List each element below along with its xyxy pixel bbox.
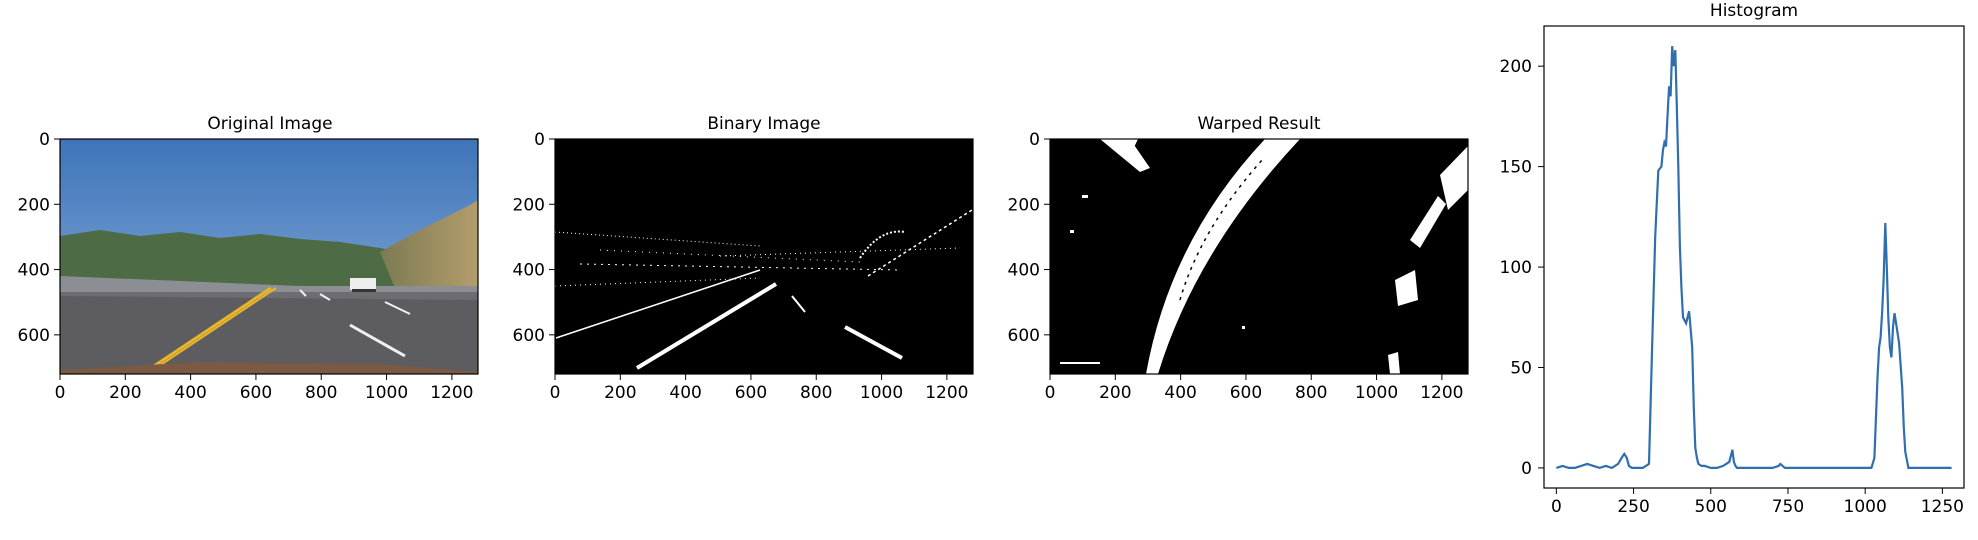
y-tick-label: 400 — [1008, 261, 1040, 281]
x-tick-label: 200 — [1099, 383, 1131, 403]
x-tick-label: 1000 — [1844, 497, 1887, 517]
y-tick-label: 0 — [1521, 459, 1532, 479]
panel-title-histogram: Histogram — [1710, 1, 1798, 21]
x-tick-label: 600 — [240, 383, 272, 403]
y-tick-label: 200 — [1008, 195, 1040, 215]
x-tick-label: 1200 — [430, 383, 473, 403]
y-tick-label: 150 — [1500, 158, 1532, 178]
x-axis-ticks: 0 250 500 750 1000 1250 — [1551, 488, 1964, 517]
x-tick-label: 200 — [604, 383, 636, 403]
panel-binary-image: Binary Image 0 200 400 600 800 1000 1200 0 200 4… — [513, 114, 974, 403]
y-tick-label: 200 — [513, 195, 545, 215]
y-tick-label: 600 — [513, 326, 545, 346]
y-tick-label: 0 — [534, 130, 545, 150]
x-tick-label: 600 — [735, 383, 767, 403]
y-tick-label: 200 — [18, 195, 50, 215]
x-tick-label: 0 — [550, 383, 561, 403]
axes-frame — [59, 138, 479, 375]
y-axis-ticks: 0 200 400 600 — [1008, 130, 1050, 346]
x-tick-label: 750 — [1772, 497, 1804, 517]
panel-warped-result: Warped Result 0 200 400 600 800 1000 1200 0 200… — [1008, 114, 1469, 403]
binary-threshold-image — [554, 139, 973, 374]
x-tick-label: 1000 — [365, 383, 408, 403]
y-tick-label: 600 — [18, 326, 50, 346]
x-tick-label: 1000 — [860, 383, 903, 403]
x-tick-label: 1000 — [1355, 383, 1398, 403]
y-axis-ticks: 0 200 400 600 — [513, 130, 555, 346]
x-tick-label: 250 — [1617, 497, 1649, 517]
y-tick-label: 0 — [1029, 130, 1040, 150]
axes-frame — [1049, 138, 1469, 375]
x-tick-label: 1250 — [1921, 497, 1964, 517]
axes-frame — [554, 138, 974, 375]
panel-title-warped: Warped Result — [1197, 114, 1320, 134]
y-tick-label: 600 — [1008, 326, 1040, 346]
panel-title-binary: Binary Image — [707, 114, 820, 134]
panel-original-image: Original Image 0 200 400 600 800 1000 1200 0 20… — [18, 114, 479, 403]
y-axis-ticks: 0 50 100 150 200 — [1500, 57, 1544, 479]
x-tick-label: 0 — [55, 383, 66, 403]
y-tick-label: 0 — [39, 130, 50, 150]
x-tick-label: 400 — [174, 383, 206, 403]
x-tick-label: 400 — [669, 383, 701, 403]
y-tick-label: 400 — [18, 261, 50, 281]
y-tick-label: 400 — [513, 261, 545, 281]
y-tick-label: 100 — [1500, 258, 1532, 278]
road-photo — [60, 139, 478, 374]
x-tick-label: 1200 — [1420, 383, 1463, 403]
x-tick-label: 800 — [1295, 383, 1327, 403]
axes-frame — [1543, 25, 1965, 489]
x-tick-label: 500 — [1695, 497, 1727, 517]
x-axis-ticks: 0 200 400 600 800 1000 1200 — [55, 374, 474, 403]
series-line — [1556, 46, 1952, 470]
x-tick-label: 400 — [1164, 383, 1196, 403]
x-tick-label: 0 — [1045, 383, 1056, 403]
x-tick-label: 200 — [109, 383, 141, 403]
warped-binary-image — [1050, 139, 1468, 374]
x-tick-label: 1200 — [925, 383, 968, 403]
x-axis-ticks: 0 200 400 600 800 1000 1200 — [1045, 374, 1464, 403]
x-tick-label: 0 — [1551, 497, 1562, 517]
x-tick-label: 600 — [1230, 383, 1262, 403]
x-tick-label: 800 — [800, 383, 832, 403]
panel-title-original: Original Image — [207, 114, 332, 134]
panel-histogram: Histogram 0 250 500 750 1000 1250 0 50 100 150 20… — [1500, 1, 1965, 517]
x-tick-label: 800 — [305, 383, 337, 403]
y-axis-ticks: 0 200 400 600 — [18, 130, 60, 346]
y-tick-label: 50 — [1510, 358, 1532, 378]
y-tick-label: 200 — [1500, 57, 1532, 77]
x-axis-ticks: 0 200 400 600 800 1000 1200 — [550, 374, 969, 403]
